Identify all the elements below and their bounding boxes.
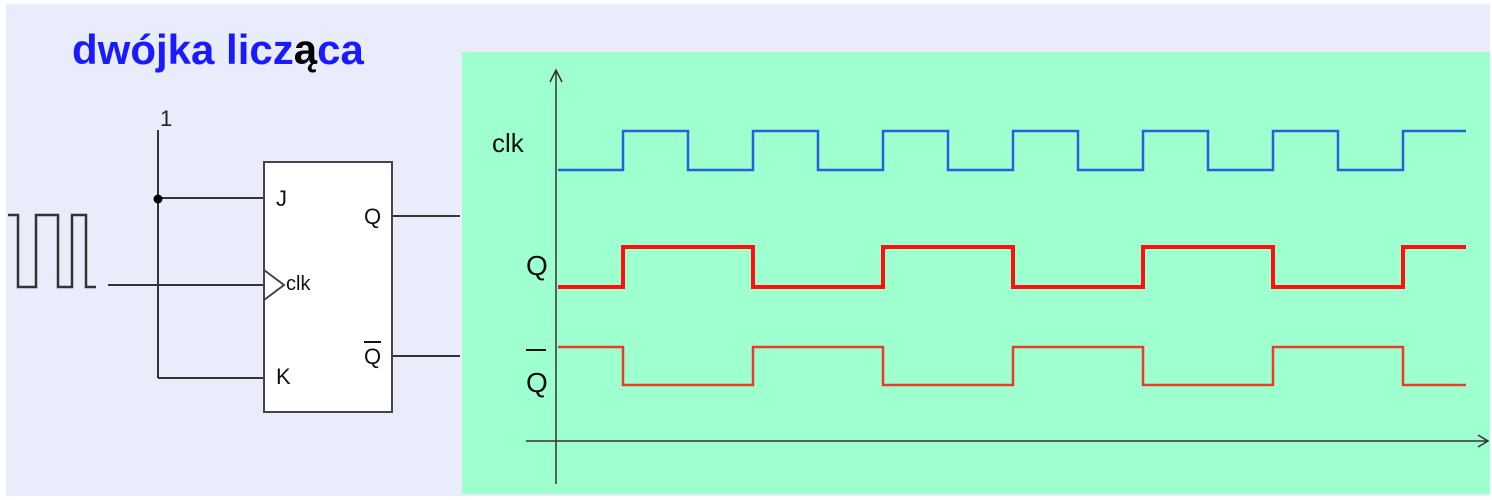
jk-flipflop-box	[263, 161, 393, 413]
clock-edge-triangle	[263, 269, 286, 301]
pin-k-label: K	[276, 364, 291, 389]
input-clock-waveform	[8, 213, 96, 289]
horizontal-axis-arrow	[1477, 434, 1490, 448]
q-waveform	[558, 245, 1466, 289]
clk-waveform	[558, 129, 1466, 172]
diagram-title: dwójka licząca	[72, 26, 364, 73]
jk-wiring	[108, 130, 460, 379]
title-special-char: ą	[294, 26, 318, 73]
timing-axes	[526, 68, 1490, 484]
pin-clk-label: clk	[286, 273, 311, 295]
signal-label-clk: clk	[492, 128, 525, 158]
signal-label-qbar: Q	[526, 367, 548, 398]
supply-label: 1	[160, 106, 172, 131]
title-tail: ca	[317, 26, 364, 73]
pin-j-label: J	[276, 186, 287, 211]
out-q-label: Q	[364, 204, 381, 229]
signal-label-q: Q	[526, 250, 548, 281]
junction-dot	[153, 194, 163, 204]
vertical-axis-arrow	[549, 68, 563, 83]
out-qbar-label: Q	[364, 344, 381, 369]
timing-panel-background	[462, 52, 1490, 494]
qbar-waveform	[558, 345, 1466, 387]
title-main: dwójka licz	[72, 26, 294, 73]
